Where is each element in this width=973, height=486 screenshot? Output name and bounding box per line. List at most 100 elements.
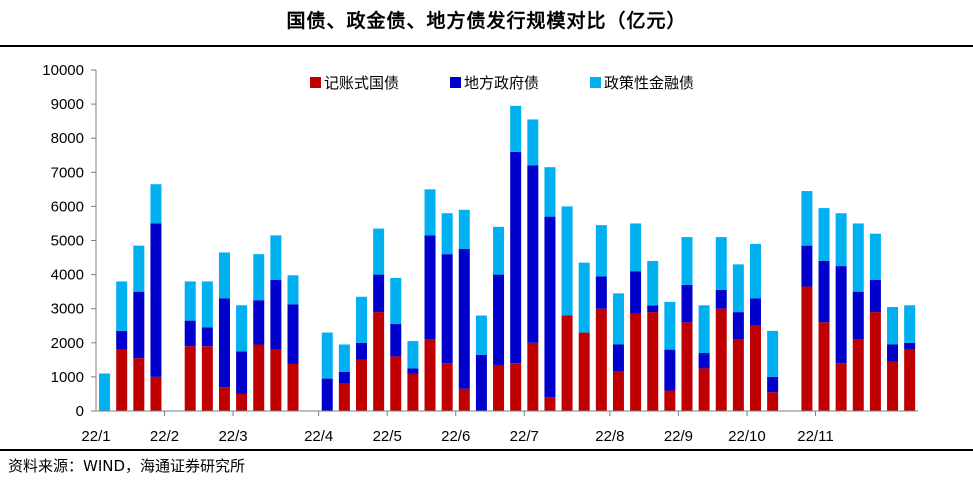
- bar-segment-local: [390, 324, 402, 357]
- bar-segment-treasury: [732, 339, 744, 411]
- bar-segment-policy: [561, 206, 573, 316]
- bar-segment-treasury: [801, 286, 813, 411]
- bar-segment-treasury: [578, 332, 590, 411]
- top-rule: [0, 45, 973, 47]
- bar-segment-treasury: [493, 364, 505, 411]
- bar-segment-local: [887, 344, 899, 362]
- bar-segment-treasury: [201, 346, 213, 411]
- y-axis: 0 1000 2000 3000 4000 5000 6000 7000 8000 9000 100…: [42, 62, 97, 420]
- bar-segment-treasury: [510, 363, 522, 411]
- bar-segment-treasury: [767, 392, 779, 411]
- x-tick-label: 22/1: [81, 428, 110, 445]
- bar-segment-policy: [150, 184, 162, 224]
- bar-segment-policy: [578, 262, 590, 333]
- bar-segment-policy: [544, 167, 556, 217]
- bar-segment-policy: [681, 237, 693, 285]
- bar-segment-local: [218, 298, 230, 388]
- bar-segment-policy: [458, 209, 470, 250]
- bar-segment-treasury: [253, 344, 265, 411]
- bar-segment-local: [150, 223, 162, 377]
- bar-segment-treasury: [681, 322, 693, 411]
- bar-segment-policy: [133, 245, 145, 292]
- bar-segment-policy: [407, 341, 419, 369]
- bar-segment-policy: [287, 275, 299, 305]
- legend-label: 政策性金融债: [604, 74, 694, 92]
- bar-segment-local: [201, 327, 213, 347]
- y-tick-label: 9000: [51, 96, 84, 113]
- bar-segment-policy: [647, 260, 659, 306]
- bar-segment-local: [321, 378, 333, 411]
- bar-segment-policy: [869, 233, 881, 280]
- y-tick-label: 3000: [51, 301, 84, 318]
- bar-segment-treasury: [441, 363, 453, 411]
- bar-segment-local: [647, 305, 659, 313]
- x-tick-label: 22/5: [373, 428, 402, 445]
- bar-segment-local: [681, 284, 693, 323]
- bar-segment-treasury: [236, 393, 248, 411]
- legend-label: 地方政府债: [464, 74, 539, 92]
- bar-segment-policy: [356, 296, 368, 343]
- bar-segment-local: [630, 271, 642, 314]
- bars: [99, 105, 916, 412]
- bar-segment-local: [767, 376, 779, 393]
- bar-segment-local: [407, 368, 419, 374]
- bar-segment-local: [133, 291, 145, 359]
- chart-title: 国债、政金债、地方债发行规模对比（亿元）: [286, 10, 687, 32]
- bar-segment-treasury: [750, 325, 761, 411]
- bar-segment-local: [458, 249, 470, 389]
- bar-segment-local: [184, 320, 196, 347]
- x-tick-label: 22/6: [441, 428, 470, 445]
- bar-segment-treasury: [458, 388, 470, 411]
- bar-segment-policy: [373, 228, 385, 275]
- bar-segment-local: [595, 276, 607, 309]
- bar-segment-local: [236, 351, 248, 394]
- bar-segment-local: [698, 353, 710, 369]
- y-tick-label: 2000: [51, 335, 84, 352]
- bar-segment-treasury: [647, 312, 659, 411]
- bar-segment-local: [475, 354, 487, 411]
- stacked-bar-chart: 0 1000 2000 3000 4000 5000 6000 7000 8000 9000 100…: [42, 62, 919, 445]
- bar-segment-treasury: [561, 315, 573, 411]
- bar-segment-local: [253, 300, 265, 345]
- bar-segment-treasury: [356, 359, 368, 411]
- bar-segment-local: [527, 165, 539, 343]
- y-tick-label: 10000: [42, 62, 84, 79]
- bar-segment-policy: [852, 223, 864, 292]
- bar-segment-local: [441, 254, 453, 364]
- bar-segment-treasury: [287, 363, 299, 411]
- bar-segment-policy: [801, 191, 813, 246]
- bar-segment-treasury: [715, 308, 727, 411]
- bar-segment-policy: [904, 305, 916, 343]
- legend-swatch-policy: [590, 77, 601, 88]
- bar-segment-local: [852, 291, 864, 340]
- bar-segment-policy: [750, 243, 761, 299]
- bar-segment-treasury: [338, 383, 350, 411]
- bar-segment-policy: [715, 237, 727, 290]
- bar-segment-local: [373, 274, 385, 313]
- bar-segment-policy: [630, 223, 642, 272]
- bar-segment-policy: [595, 225, 607, 277]
- x-axis: 22/1 22/2 22/3 22/4 22/5 22/6 22/7 22/8 22/9 22/1…: [81, 410, 919, 445]
- bar-segment-local: [356, 342, 368, 360]
- x-tick-label: 22/3: [218, 428, 247, 445]
- y-tick-label: 7000: [51, 164, 84, 181]
- bar-segment-policy: [338, 344, 350, 372]
- bar-segment-policy: [475, 315, 487, 355]
- bar-segment-policy: [527, 119, 539, 166]
- bar-segment-treasury: [869, 312, 881, 411]
- x-tick-label: 22/8: [595, 428, 624, 445]
- bar-segment-policy: [253, 254, 265, 301]
- legend: 记账式国债 地方政府债 政策性金融债: [310, 74, 694, 92]
- bar-segment-policy: [698, 305, 710, 354]
- bar-segment-local: [544, 216, 556, 398]
- bar-segment-policy: [270, 235, 282, 280]
- bar-segment-treasury: [818, 322, 830, 411]
- bar-segment-treasury: [904, 349, 916, 411]
- bar-segment-policy: [116, 281, 128, 331]
- bar-segment-policy: [612, 293, 624, 345]
- x-tick-label: 22/4: [304, 428, 333, 445]
- bar-segment-treasury: [390, 356, 402, 411]
- bar-segment-treasury: [835, 363, 847, 411]
- bar-segment-local: [116, 330, 128, 350]
- bar-segment-treasury: [698, 368, 710, 412]
